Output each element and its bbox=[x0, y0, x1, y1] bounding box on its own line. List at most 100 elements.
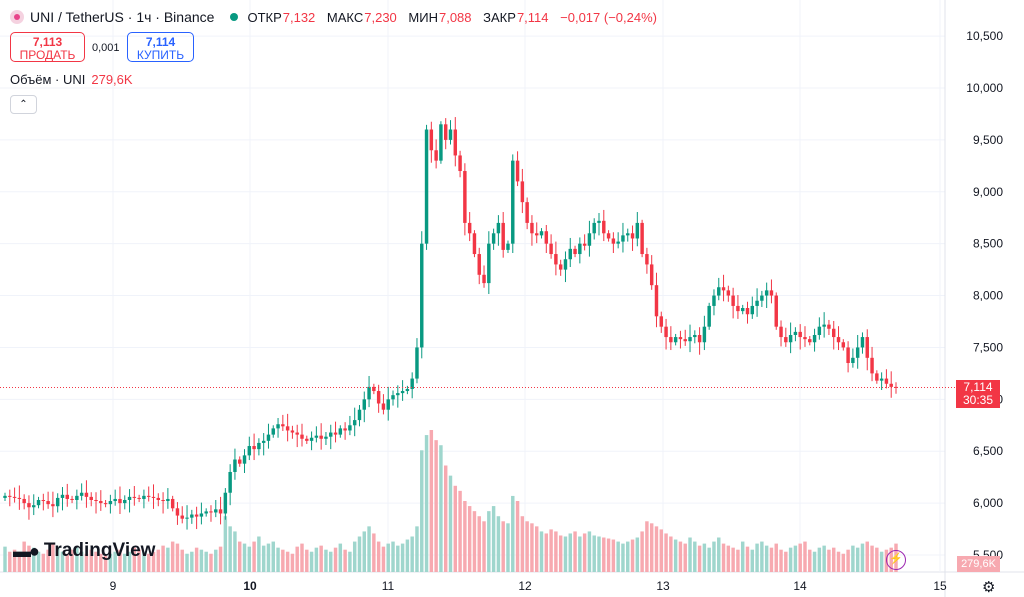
volume-bar bbox=[386, 543, 390, 572]
time-tick-label: 10 bbox=[243, 579, 257, 593]
lightning-icon[interactable]: ⚡ bbox=[886, 550, 906, 570]
candle-body bbox=[319, 435, 323, 439]
candle-body bbox=[592, 222, 596, 234]
low-label: МИН bbox=[408, 9, 438, 25]
volume-bar bbox=[156, 549, 161, 572]
collapse-legend-button[interactable]: ⌃ bbox=[10, 95, 37, 114]
high-value: 7,230 bbox=[364, 9, 397, 25]
candle-body bbox=[209, 511, 213, 513]
candle-body bbox=[482, 274, 486, 284]
open-label: ОТКР bbox=[247, 9, 282, 25]
candle-body bbox=[477, 254, 481, 275]
volume-bar bbox=[175, 543, 180, 572]
volume-bar bbox=[812, 551, 817, 572]
volume-bar bbox=[252, 541, 256, 572]
candle-body bbox=[439, 124, 443, 161]
volume-bar bbox=[166, 547, 170, 572]
volume-bar bbox=[602, 537, 606, 572]
sell-price: 7,113 bbox=[32, 35, 63, 49]
candle-body bbox=[755, 300, 759, 306]
volume-bar bbox=[51, 543, 55, 572]
volume-bar bbox=[84, 553, 89, 572]
settings-gear-icon[interactable]: ⚙ bbox=[982, 579, 996, 596]
volume-legend-label: Объём · UNI bbox=[10, 72, 86, 87]
candle-body bbox=[726, 290, 731, 296]
tradingview-logo[interactable]: ▬● TradingView bbox=[13, 540, 155, 562]
price-tick-label: 7,500 bbox=[973, 340, 1003, 354]
candle-body bbox=[381, 403, 386, 410]
candle-body bbox=[252, 446, 256, 450]
sell-button[interactable]: 7,113 ПРОДАТЬ bbox=[10, 32, 85, 62]
volume-bar bbox=[391, 541, 395, 572]
candle-body bbox=[745, 308, 750, 315]
candle-body bbox=[798, 331, 802, 338]
candle-body bbox=[879, 378, 884, 381]
candle-body bbox=[688, 337, 692, 342]
symbol-title[interactable]: UNI / TetherUS · 1ч · Binance bbox=[30, 9, 215, 25]
volume-bar bbox=[750, 549, 755, 572]
volume-bar bbox=[180, 549, 184, 572]
volume-bar bbox=[285, 551, 290, 572]
volume-legend-value: 279,6K bbox=[91, 72, 133, 87]
volume-bar bbox=[271, 541, 275, 572]
candle-body bbox=[443, 124, 448, 140]
volume-legend[interactable]: Объём · UNI 279,6K bbox=[10, 72, 133, 87]
tradingview-mark-icon: ▬● bbox=[13, 540, 40, 561]
candle-body bbox=[549, 243, 553, 255]
candle-body bbox=[190, 514, 194, 518]
candle-body bbox=[731, 295, 735, 306]
volume-bar bbox=[400, 543, 405, 572]
candle-body bbox=[65, 494, 69, 499]
candle-body bbox=[391, 395, 395, 400]
sell-label: ПРОДАТЬ bbox=[19, 48, 76, 62]
volume-bar bbox=[55, 546, 60, 572]
candle-body bbox=[697, 334, 702, 343]
volume-bar bbox=[693, 541, 697, 572]
volume-bar bbox=[405, 539, 410, 572]
candle-body bbox=[242, 455, 247, 464]
candle-body bbox=[836, 337, 841, 343]
candle-body bbox=[467, 222, 472, 234]
candle-body bbox=[506, 243, 510, 250]
candle-body bbox=[453, 129, 458, 156]
candle-body bbox=[889, 383, 893, 387]
high-label: МАКС bbox=[326, 9, 364, 25]
candle-body bbox=[558, 264, 563, 270]
volume-bar bbox=[463, 501, 467, 572]
volume-bar bbox=[420, 450, 424, 572]
volume-bar bbox=[348, 551, 352, 572]
candle-body bbox=[424, 129, 429, 244]
volume-bar bbox=[578, 536, 582, 572]
volume-bar bbox=[855, 547, 860, 572]
candle-body bbox=[693, 334, 697, 338]
candle-body bbox=[166, 498, 170, 502]
buy-button[interactable]: 7,114 КУПИТЬ bbox=[127, 32, 194, 62]
candle-body bbox=[386, 399, 390, 410]
volume-bar bbox=[324, 549, 328, 572]
candle-body bbox=[276, 424, 280, 429]
volume-bar bbox=[506, 523, 510, 572]
volume-bar bbox=[640, 531, 644, 572]
volume-bar bbox=[664, 533, 668, 572]
candle-body bbox=[817, 326, 822, 335]
candle-body bbox=[314, 435, 319, 438]
candle-body bbox=[46, 501, 50, 505]
candle-body bbox=[338, 428, 343, 435]
candle-body bbox=[271, 428, 275, 435]
close-label: ЗАКР bbox=[483, 9, 516, 25]
candle-body bbox=[568, 248, 572, 260]
candle-body bbox=[89, 496, 93, 500]
volume-bar bbox=[491, 506, 496, 572]
volume-bar bbox=[808, 549, 812, 572]
candle-body bbox=[333, 432, 338, 435]
candle-body bbox=[597, 220, 601, 223]
volume-bar bbox=[65, 553, 69, 572]
candle-body bbox=[180, 515, 184, 519]
price-tick-label: 9,000 bbox=[973, 185, 1003, 199]
volume-bar bbox=[343, 549, 347, 572]
candle-body bbox=[247, 446, 252, 456]
candle-body bbox=[420, 243, 424, 348]
candle-body bbox=[27, 503, 31, 508]
volume-bar bbox=[851, 545, 855, 572]
